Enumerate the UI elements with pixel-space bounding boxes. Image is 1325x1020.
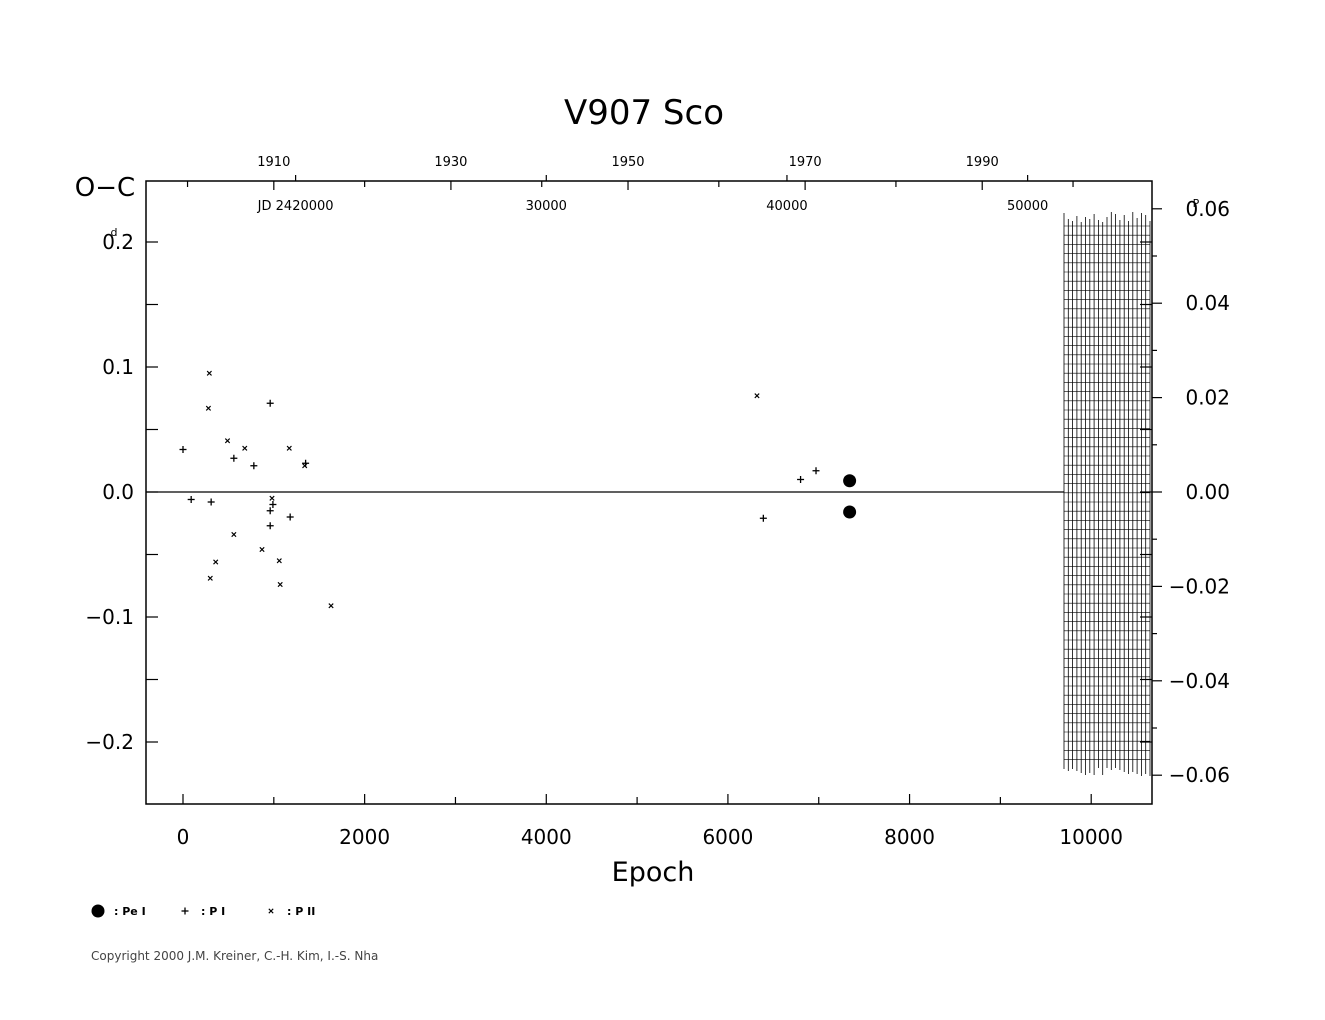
y-axis-label: O−C: [75, 173, 135, 203]
right-tick-label: 0.04: [1185, 291, 1230, 315]
p2-point: [205, 405, 212, 411]
p1-point: [812, 467, 820, 475]
legend: : Pe I : P I : P II: [91, 904, 315, 918]
p2-point: [259, 546, 265, 553]
p1-point: [230, 454, 238, 462]
legend-marker: [268, 908, 274, 914]
cross-b: [269, 495, 275, 501]
p1-point: [266, 522, 274, 530]
p1-point: [207, 498, 215, 506]
p1-point: [179, 446, 187, 453]
jd-tick-label: JD 2420000: [257, 199, 334, 214]
right-tick-label: 0.00: [1185, 480, 1230, 504]
p2-point: [231, 531, 237, 538]
y-unit-superscript: d: [111, 226, 118, 239]
x-tick-label: 8000: [884, 825, 935, 849]
p2-point: [269, 495, 275, 501]
pe1-point: [843, 474, 857, 488]
cross-b: [207, 575, 213, 581]
legend-label: : P I: [201, 905, 225, 918]
plot-frame: d0.2 0.1 0.0 −0.1 −0.2 0.06 0.04 0.02 0.00 −0.02 −…: [85, 155, 1230, 849]
cross-b: [276, 558, 282, 564]
cross-b: [231, 531, 237, 538]
x-tick-label: 2000: [339, 825, 390, 849]
p2-point: [242, 445, 248, 451]
year-tick-label: 1970: [789, 155, 822, 170]
cross-b: [328, 603, 334, 609]
p1-point: [266, 507, 274, 515]
legend-label: : Pe I: [114, 905, 146, 918]
p2-point: [276, 558, 282, 564]
year-tick-label: 1950: [611, 155, 644, 170]
cross-b: [206, 370, 212, 376]
p2-point: [286, 445, 292, 451]
p1-point: [266, 399, 274, 407]
year-tick-label: 1990: [966, 155, 999, 170]
x-axis-label: Epoch: [612, 857, 695, 888]
right-tick-label: −0.04: [1169, 669, 1230, 693]
timeline-hatch: [1063, 212, 1151, 776]
y-tick-label: 0.2: [102, 230, 134, 254]
p1-point: [286, 513, 294, 521]
p2-point: [328, 603, 334, 609]
p2-point: [277, 581, 283, 588]
p2-point: [206, 370, 212, 376]
cross-b: [224, 438, 231, 444]
jd-tick-label: 40000: [766, 199, 807, 214]
right-tick-label: −0.06: [1169, 763, 1230, 787]
y-tick-label: −0.2: [85, 730, 134, 754]
x-tick-label: 0: [177, 825, 190, 849]
p2-point: [213, 559, 219, 565]
cross-b: [268, 908, 274, 914]
data-points: [179, 370, 857, 609]
year-tick-label: 1910: [257, 155, 290, 170]
p1-point: [250, 462, 258, 470]
cross-b: [259, 546, 265, 553]
right-tick-label: 0.06: [1185, 197, 1230, 221]
p1-point: [269, 501, 277, 508]
legend-marker: [91, 904, 105, 918]
pe1-point: [843, 505, 857, 519]
copyright-note: Copyright 2000 J.M. Kreiner, C.-H. Kim, …: [91, 949, 379, 963]
cross-b: [242, 445, 248, 451]
p1-point: [797, 476, 805, 483]
legend-marker: [181, 907, 189, 915]
p2-point: [207, 575, 213, 581]
cross-b: [286, 445, 292, 451]
cross-b: [205, 405, 212, 411]
jd-tick-label: 30000: [526, 199, 567, 214]
cross-b: [302, 463, 308, 469]
legend-label: : P II: [287, 905, 315, 918]
cross-b: [277, 581, 283, 588]
p1-point: [302, 459, 310, 467]
jd-tick-label: 50000: [1007, 199, 1048, 214]
right-tick-label: −0.02: [1169, 574, 1230, 598]
cross-b: [213, 559, 219, 565]
y-tick-label: 0.0: [102, 480, 134, 504]
right-unit-superscript: P: [1193, 197, 1200, 210]
x-tick-label: 4000: [521, 825, 572, 849]
p1-point: [759, 514, 767, 522]
cross-b: [754, 393, 760, 399]
x-tick-label: 6000: [702, 825, 753, 849]
p2-point: [302, 463, 308, 469]
p1-point: [187, 496, 195, 503]
p2-point: [224, 438, 231, 444]
chart-title: V907 Sco: [564, 93, 724, 133]
right-tick-label: 0.02: [1185, 386, 1230, 410]
y-tick-label: −0.1: [85, 605, 134, 629]
x-tick-label: 10000: [1059, 825, 1123, 849]
p2-point: [754, 393, 760, 399]
y-tick-label: 0.1: [102, 355, 134, 379]
year-tick-label: 1930: [434, 155, 467, 170]
